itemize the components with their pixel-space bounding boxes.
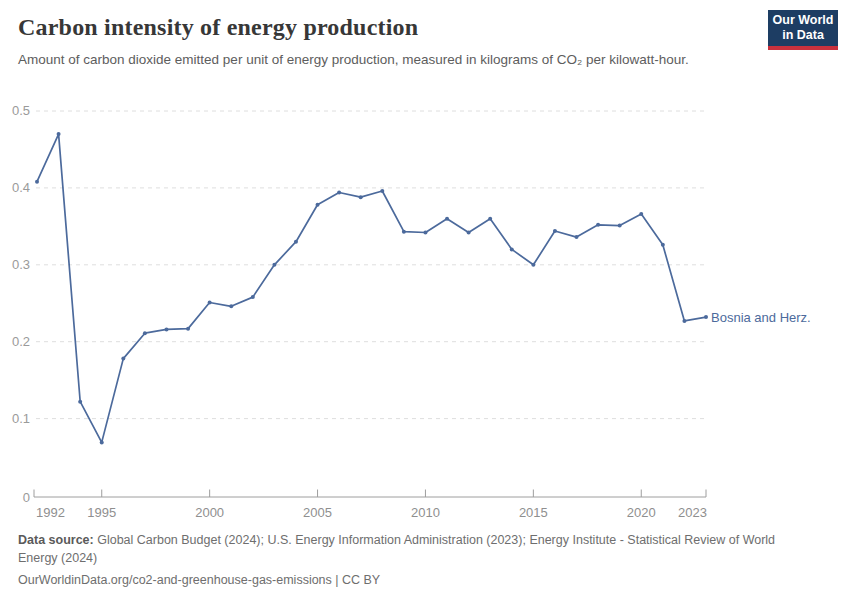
data-point: [100, 440, 104, 444]
y-axis-tick-label: 0.4: [12, 180, 30, 195]
data-point: [402, 230, 406, 234]
data-point: [618, 224, 622, 228]
data-point: [639, 212, 643, 216]
y-axis-tick-label: 0: [23, 490, 30, 505]
data-point: [229, 304, 233, 308]
data-source-line: Data source: Global Carbon Budget (2024)…: [18, 531, 778, 567]
data-point: [121, 357, 125, 361]
y-axis-tick-label: 0.2: [12, 334, 30, 349]
x-axis-tick-label: 1992: [36, 505, 65, 520]
data-point: [35, 180, 39, 184]
y-axis-tick-label: 0.3: [12, 257, 30, 272]
data-point: [294, 240, 298, 244]
x-axis-tick-label: 2015: [519, 505, 548, 520]
series-end-label: Bosnia and Herz.: [711, 310, 811, 325]
data-point: [661, 243, 665, 247]
trend-line: [37, 134, 706, 442]
data-point: [272, 263, 276, 267]
data-point: [682, 319, 686, 323]
data-point: [251, 295, 255, 299]
data-point: [467, 231, 471, 235]
chart-page: Carbon intensity of energy production Am…: [0, 0, 850, 600]
x-axis-tick-label: 2005: [303, 505, 332, 520]
license-line: OurWorldinData.org/co2-and-greenhouse-ga…: [18, 571, 778, 589]
data-point: [510, 247, 514, 251]
x-axis-tick-label: 2010: [411, 505, 440, 520]
line-chart-canvas: 0 0.1 0.2 0.3 0.4 0.5 1992 1995 2000 2005 2010 2015…: [0, 0, 850, 525]
x-axis-tick-label: 2000: [195, 505, 224, 520]
y-axis-tick-label: 0.5: [12, 103, 30, 118]
data-point: [78, 400, 82, 404]
data-point: [337, 191, 341, 195]
x-axis-tick-label: 2020: [627, 505, 656, 520]
data-point: [164, 327, 168, 331]
y-axis-tick-label: 0.1: [12, 411, 30, 426]
data-point: [186, 327, 190, 331]
data-point: [575, 235, 579, 239]
data-point: [704, 315, 708, 319]
data-point: [488, 217, 492, 221]
data-point: [596, 223, 600, 227]
data-point: [57, 132, 61, 136]
data-point: [316, 203, 320, 207]
data-point: [380, 189, 384, 193]
chart-footer: Data source: Global Carbon Budget (2024)…: [18, 531, 778, 589]
data-source-text: Global Carbon Budget (2024); U.S. Energy…: [18, 533, 775, 565]
data-source-label: Data source:: [18, 533, 94, 547]
x-axis-tick-label: 2023: [678, 505, 707, 520]
data-point: [359, 195, 363, 199]
data-point: [423, 231, 427, 235]
data-point: [208, 300, 212, 304]
data-point: [553, 229, 557, 233]
x-axis-tick-label: 1995: [87, 505, 116, 520]
data-point: [143, 331, 147, 335]
data-point: [445, 217, 449, 221]
data-point: [531, 263, 535, 267]
